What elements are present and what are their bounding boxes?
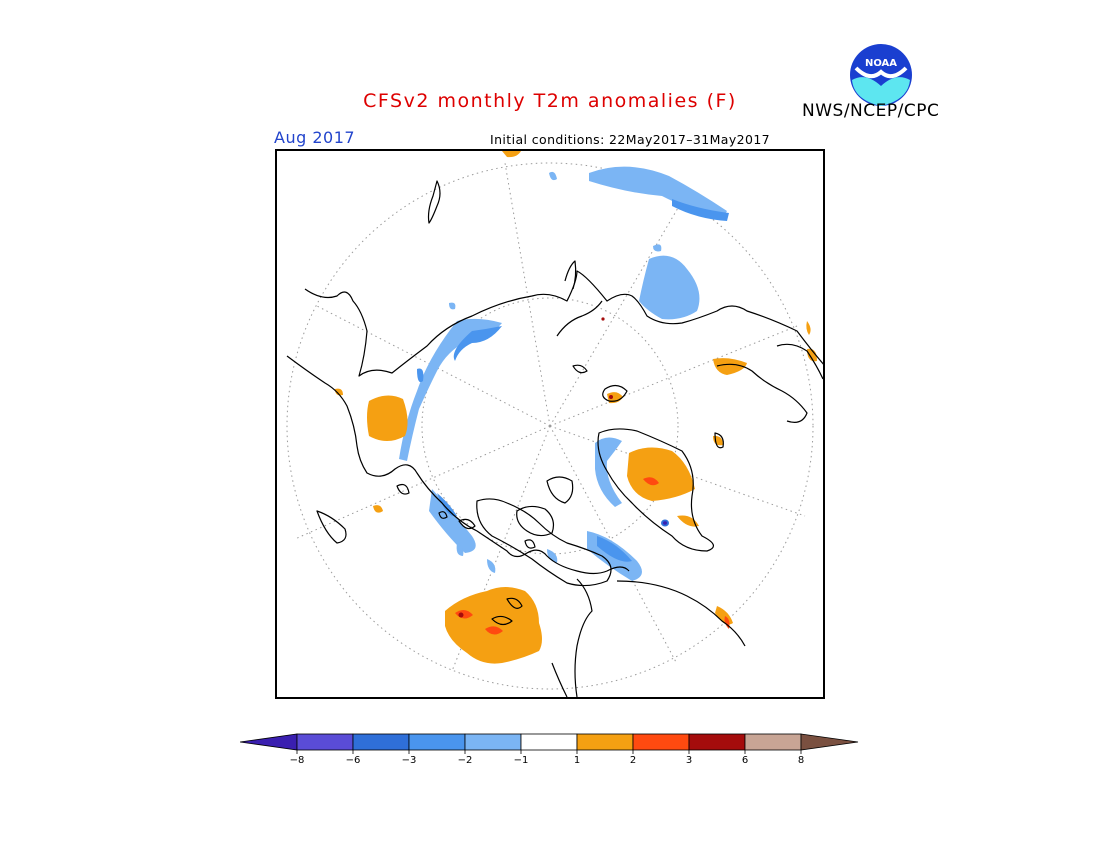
legend-swatch bbox=[464, 733, 522, 751]
legend-tick-label: 8 bbox=[798, 755, 804, 766]
initial-conditions-label: Initial conditions: 22May2017–31May2017 bbox=[490, 132, 771, 147]
legend-swatch bbox=[296, 733, 354, 751]
coastlines bbox=[286, 180, 823, 697]
legend-tick-label: 2 bbox=[630, 755, 636, 766]
cool-anomaly-areas bbox=[399, 166, 727, 581]
legend-tick-label: −8 bbox=[290, 755, 305, 766]
legend-swatch bbox=[520, 733, 578, 751]
graticule bbox=[286, 162, 814, 690]
legend-swatch bbox=[632, 733, 690, 751]
legend-tick-label: −3 bbox=[402, 755, 417, 766]
chart-title: CFSv2 monthly T2m anomalies (F) bbox=[363, 90, 737, 112]
legend-swatch bbox=[744, 733, 802, 751]
legend-arrow-right bbox=[800, 733, 859, 751]
cold-spot-core bbox=[663, 521, 667, 525]
legend-swatch bbox=[688, 733, 746, 751]
legend-arrow-left bbox=[240, 733, 298, 751]
legend-tick-label: −2 bbox=[458, 755, 473, 766]
polar-map bbox=[275, 149, 825, 699]
legend-swatch bbox=[352, 733, 410, 751]
color-legend: −8 −6 −3 −2 −1 1 2 3 6 8 bbox=[240, 733, 859, 766]
cold-anomaly-areas bbox=[417, 199, 729, 562]
legend-tick-label: −6 bbox=[346, 755, 361, 766]
legend-swatch bbox=[576, 733, 634, 751]
polar-map-svg bbox=[286, 151, 823, 697]
month-label: Aug 2017 bbox=[274, 128, 356, 147]
noaa-logo: NOAA bbox=[850, 44, 912, 106]
warm-anomaly-areas bbox=[335, 151, 817, 664]
color-legend-bars bbox=[240, 733, 859, 751]
legend-tick-label: 3 bbox=[686, 755, 692, 766]
legend-tick-label: 1 bbox=[574, 755, 580, 766]
legend-tick-label: −1 bbox=[514, 755, 529, 766]
logo-text: NOAA bbox=[865, 58, 897, 69]
very-hot-spots bbox=[458, 317, 613, 618]
color-legend-ticks: −8 −6 −3 −2 −1 1 2 3 6 8 bbox=[290, 750, 804, 766]
org-label: NWS/NCEP/CPC bbox=[802, 101, 940, 121]
legend-swatch bbox=[408, 733, 466, 751]
legend-tick-label: 6 bbox=[742, 755, 748, 766]
